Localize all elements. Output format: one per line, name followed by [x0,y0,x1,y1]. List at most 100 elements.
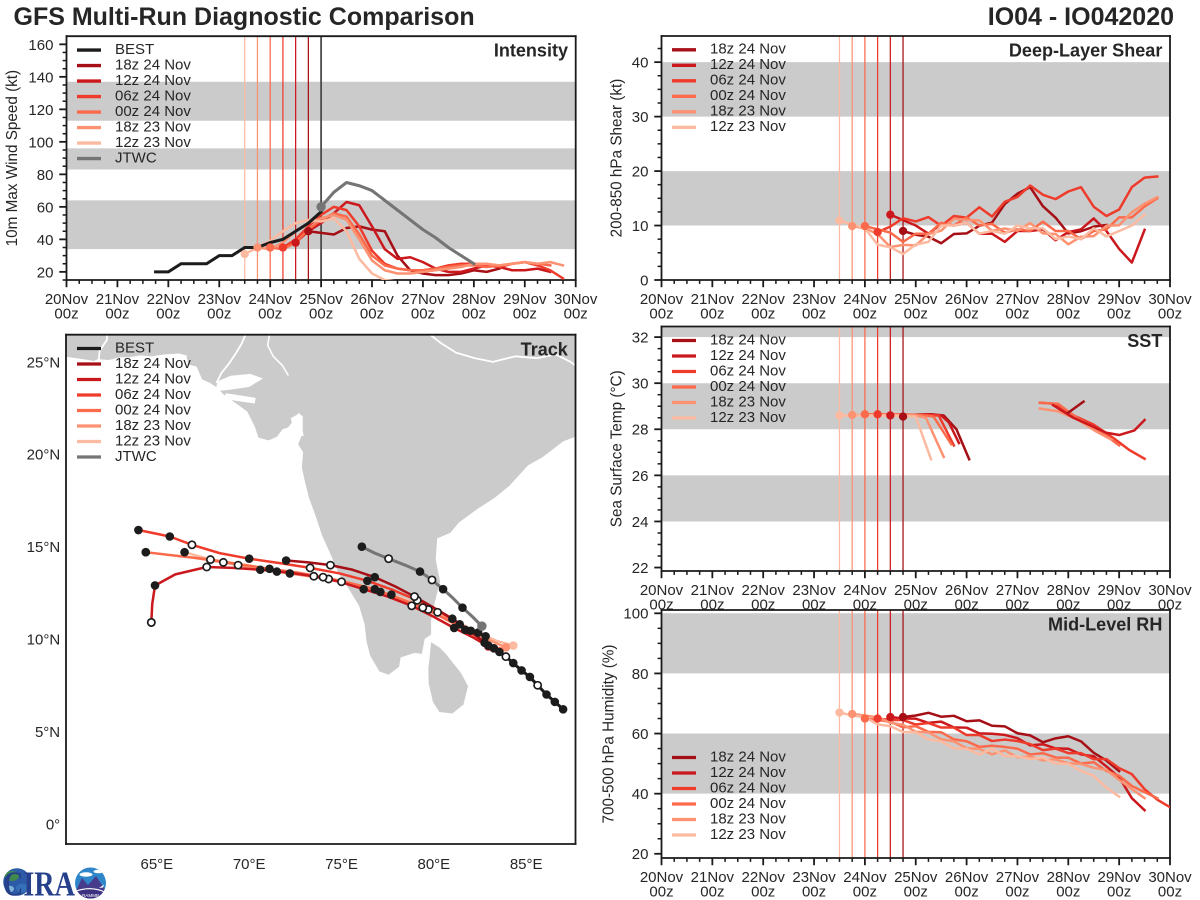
svg-text:80: 80 [632,666,649,683]
svg-text:20Nov: 20Nov [640,869,684,886]
svg-text:Mid-Level RH: Mid-Level RH [1048,615,1162,635]
svg-text:BEST: BEST [115,41,154,58]
svg-text:80°E: 80°E [418,856,451,873]
svg-text:28Nov: 28Nov [1047,869,1091,886]
svg-text:26: 26 [632,468,649,485]
svg-text:27Nov: 27Nov [996,869,1040,886]
svg-text:06z 24 Nov: 06z 24 Nov [115,386,191,403]
svg-text:00z: 00z [802,306,826,323]
svg-text:26Nov: 26Nov [945,291,989,308]
svg-text:29Nov: 29Nov [1097,291,1141,308]
svg-text:25Nov: 25Nov [894,291,938,308]
svg-text:00z: 00z [904,884,928,900]
svg-text:30Nov: 30Nov [1148,291,1192,308]
svg-text:00z 24 Nov: 00z 24 Nov [710,378,786,395]
svg-text:00z: 00z [1158,306,1182,323]
svg-text:JTWC: JTWC [115,448,157,465]
svg-text:00z: 00z [904,306,928,323]
svg-text:20: 20 [37,264,54,281]
svg-text:23Nov: 23Nov [792,291,836,308]
svg-text:25Nov: 25Nov [894,869,938,886]
svg-text:30Nov: 30Nov [1148,582,1192,599]
svg-text:30: 30 [632,109,649,126]
svg-text:23Nov: 23Nov [792,869,836,886]
svg-text:40: 40 [632,55,649,72]
svg-text:00z: 00z [513,306,537,323]
svg-text:22Nov: 22Nov [742,869,786,886]
svg-text:20Nov: 20Nov [45,291,89,308]
svg-text:JTWC: JTWC [115,149,157,166]
svg-text:00z: 00z [1056,306,1080,323]
svg-text:12z 24 Nov: 12z 24 Nov [710,347,786,364]
svg-text:21Nov: 21Nov [691,291,735,308]
svg-text:20°N: 20°N [27,447,61,464]
svg-text:Deep-Layer Shear: Deep-Layer Shear [1009,40,1162,60]
svg-text:00z 24 Nov: 00z 24 Nov [115,401,191,418]
svg-text:22Nov: 22Nov [742,582,786,599]
svg-text:BEST: BEST [115,339,154,356]
svg-text:18z 23 Nov: 18z 23 Nov [710,810,786,827]
svg-text:20Nov: 20Nov [640,291,684,308]
svg-text:140: 140 [28,69,53,86]
svg-text:22Nov: 22Nov [742,291,786,308]
svg-text:85°E: 85°E [510,856,543,873]
svg-text:5°N: 5°N [35,724,60,741]
svg-text:60: 60 [37,199,54,216]
svg-text:65°E: 65°E [141,856,174,873]
svg-text:200-850 hPa Shear (kt): 200-850 hPa Shear (kt) [609,79,626,238]
svg-text:24Nov: 24Nov [843,291,887,308]
svg-text:18z 24 Nov: 18z 24 Nov [710,331,786,348]
svg-text:SST: SST [1127,331,1162,351]
svg-text:06z 24 Nov: 06z 24 Nov [115,87,191,104]
svg-text:12z 23 Nov: 12z 23 Nov [710,409,786,426]
svg-text:00z: 00z [853,884,877,900]
svg-text:00z: 00z [853,306,877,323]
svg-text:10: 10 [632,218,649,235]
svg-text:75°E: 75°E [325,856,358,873]
svg-text:00z: 00z [700,884,724,900]
svg-text:18z 23 Nov: 18z 23 Nov [710,103,786,120]
svg-text:06z 24 Nov: 06z 24 Nov [710,72,786,89]
svg-text:27Nov: 27Nov [401,291,445,308]
svg-text:12z 23 Nov: 12z 23 Nov [115,134,191,151]
svg-text:00z: 00z [751,884,775,900]
svg-text:00z: 00z [751,306,775,323]
svg-text:120: 120 [28,102,53,119]
svg-text:00z: 00z [411,306,435,323]
svg-text:24Nov: 24Nov [843,869,887,886]
svg-text:00z: 00z [564,306,588,323]
svg-text:30Nov: 30Nov [1148,869,1192,886]
svg-text:12z 24 Nov: 12z 24 Nov [710,56,786,73]
svg-text:0: 0 [640,272,648,289]
svg-text:28: 28 [632,422,649,439]
svg-text:18z 24 Nov: 18z 24 Nov [115,355,191,372]
svg-text:00z: 00z [156,306,180,323]
svg-text:12z 24 Nov: 12z 24 Nov [115,370,191,387]
svg-text:100: 100 [28,134,53,151]
svg-text:00z: 00z [309,306,333,323]
svg-text:80: 80 [37,167,54,184]
svg-text:00z: 00z [802,884,826,900]
svg-text:25Nov: 25Nov [894,582,938,599]
svg-text:00z: 00z [1158,884,1182,900]
svg-text:25Nov: 25Nov [299,291,343,308]
svg-text:Sea Surface Temp (°C): Sea Surface Temp (°C) [609,370,626,527]
svg-text:70°E: 70°E [233,856,266,873]
svg-text:40: 40 [37,232,54,249]
svg-text:00z: 00z [54,306,78,323]
svg-text:0°: 0° [46,816,60,833]
svg-text:10m Max Wind Speed (kt): 10m Max Wind Speed (kt) [4,70,21,246]
svg-text:00z: 00z [207,306,231,323]
svg-text:23Nov: 23Nov [792,582,836,599]
svg-text:00z: 00z [1107,884,1131,900]
svg-text:28Nov: 28Nov [1047,582,1091,599]
svg-text:12z 23 Nov: 12z 23 Nov [115,432,191,449]
svg-text:24: 24 [632,514,649,531]
svg-text:40: 40 [632,786,649,803]
svg-text:18z 23 Nov: 18z 23 Nov [115,118,191,135]
svg-text:06z 24 Nov: 06z 24 Nov [710,362,786,379]
svg-text:00z: 00z [462,306,486,323]
svg-text:27Nov: 27Nov [996,582,1040,599]
svg-text:21Nov: 21Nov [691,582,735,599]
svg-text:00z: 00z [258,306,282,323]
